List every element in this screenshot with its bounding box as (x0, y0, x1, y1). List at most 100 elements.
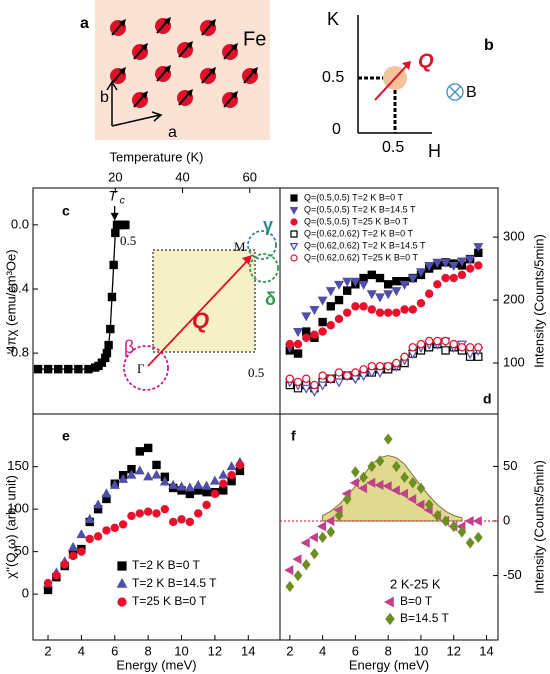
marker (184, 482, 195, 492)
legend-label: Q=(0.62,0.62) T=2 K B=0 T (304, 228, 413, 238)
x-tick-label: 8 (145, 643, 152, 658)
marker (367, 460, 377, 473)
marker (317, 521, 327, 532)
marker (465, 537, 475, 549)
marker (68, 551, 78, 561)
marker (415, 268, 426, 278)
y-axis-title: Intensity (Counts/5min) (531, 460, 546, 594)
marker (285, 374, 295, 383)
arrow-head (110, 212, 119, 221)
marker (77, 547, 86, 556)
panel-label: e (62, 428, 70, 444)
marker (64, 364, 73, 374)
x-tick-label: 6 (352, 643, 359, 658)
x-axis-title: Energy (meV) (349, 657, 429, 672)
marker (359, 365, 368, 374)
marker (383, 433, 393, 445)
marker (152, 509, 161, 518)
arrow-head (242, 255, 252, 265)
marker (457, 526, 467, 538)
x-tick-label: 14 (241, 643, 255, 658)
marker (433, 280, 442, 289)
marker (334, 378, 344, 388)
marker (168, 479, 179, 489)
zone (152, 249, 256, 353)
marker (408, 343, 417, 352)
tick-label: 0.5 (248, 365, 264, 380)
x-tick-label: 4 (319, 643, 326, 658)
y-tick-label: 300 (503, 229, 525, 244)
marker (285, 580, 295, 593)
marker (392, 460, 401, 473)
marker (143, 507, 153, 516)
marker (109, 260, 118, 270)
legend-label: Q=(0.5,0.5) T=25 K B=0 T (304, 216, 408, 226)
marker (107, 292, 117, 302)
marker (293, 328, 304, 338)
y-tick-label: -0.8 (7, 345, 29, 360)
marker (457, 270, 467, 280)
marker (358, 483, 368, 494)
marker (407, 274, 418, 284)
marker (210, 489, 220, 499)
delta-label: δ (265, 289, 276, 309)
spin-head (119, 19, 126, 27)
marker (416, 482, 426, 494)
gamma-label: γ (263, 215, 273, 235)
marker (317, 381, 328, 391)
marker (168, 517, 178, 527)
marker (293, 377, 303, 387)
axis-label: b (100, 89, 109, 106)
marker (292, 554, 302, 565)
marker (326, 302, 336, 311)
marker (93, 532, 103, 541)
marker (302, 333, 311, 343)
q-arrow (147, 257, 251, 367)
marker (342, 277, 353, 287)
marker (160, 504, 170, 514)
spin-head (164, 65, 171, 73)
y-tick-label: 100 (7, 501, 29, 516)
marker (301, 312, 312, 322)
marker (135, 509, 145, 518)
y-tick-label: 100 (503, 354, 525, 369)
point-label: Γ (137, 361, 145, 376)
legend-label: B=0 T (400, 594, 433, 608)
marker (441, 346, 450, 355)
marker (326, 321, 336, 330)
spin-head (141, 43, 148, 51)
marker (284, 565, 294, 576)
marker (302, 327, 311, 336)
spin-head (186, 41, 193, 49)
marker (121, 220, 130, 230)
marker (84, 513, 95, 523)
marker (359, 302, 368, 311)
x-tick-label: 12 (447, 643, 461, 658)
spin-head (209, 19, 216, 27)
marker (399, 488, 409, 499)
marker (400, 352, 409, 361)
y-tick-label: 0 (22, 586, 29, 601)
marker (85, 534, 94, 544)
q-arrow (374, 61, 411, 101)
gamma-circle (247, 230, 277, 260)
legend-label: T=2 K B=0 T (132, 558, 200, 572)
marker (104, 340, 113, 350)
marker (185, 517, 195, 527)
marker (293, 339, 303, 349)
marker (301, 384, 312, 394)
marker (441, 336, 450, 346)
panel-a: a Fe b a (80, 0, 270, 141)
marker (472, 516, 482, 526)
marker (226, 461, 237, 471)
marker (366, 477, 376, 488)
marker (326, 374, 336, 383)
marker (301, 559, 311, 571)
marker (60, 560, 69, 569)
marker (351, 466, 360, 478)
marker (424, 498, 434, 511)
marker (432, 258, 443, 268)
marker (456, 257, 467, 267)
marker (367, 361, 376, 371)
